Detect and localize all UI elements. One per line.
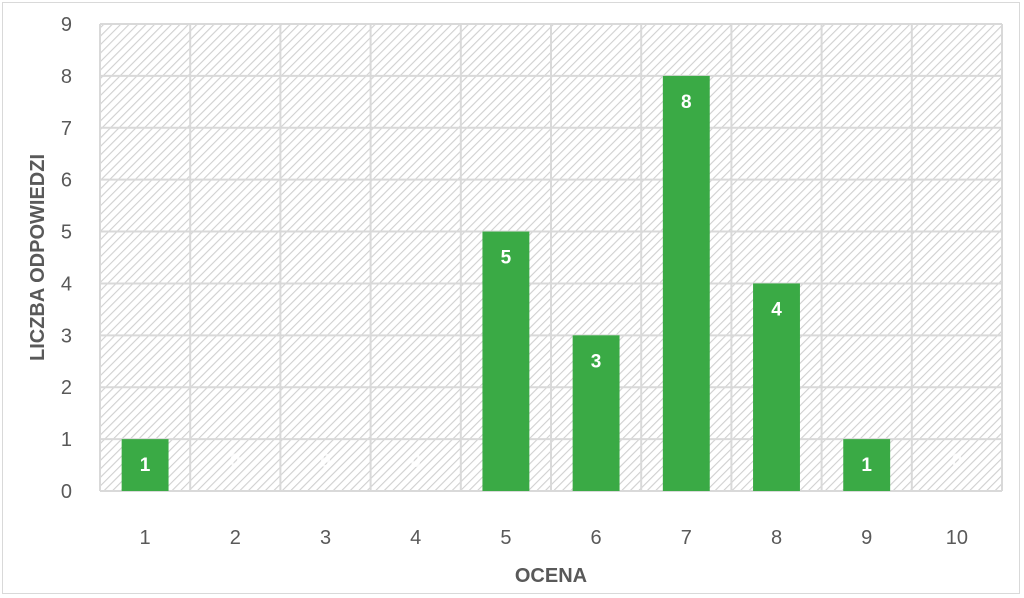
data-label-8: 4 xyxy=(771,299,782,320)
bar-8 xyxy=(753,283,800,491)
data-label-2: 0 xyxy=(230,451,241,472)
data-label-5: 5 xyxy=(501,248,512,269)
y-axis-title: LICZBA ODPOWIEDZI xyxy=(27,154,49,361)
data-label-7: 8 xyxy=(681,92,692,113)
bar-1 xyxy=(121,439,169,491)
y-tick-label: 8 xyxy=(61,66,72,88)
gridlines xyxy=(99,23,1003,492)
x-axis-title: OCENA xyxy=(515,565,587,587)
bar-6 xyxy=(572,335,620,491)
data-label-1: 1 xyxy=(140,455,151,476)
x-tick-label: 10 xyxy=(946,527,968,549)
y-tick-label: 0 xyxy=(61,481,72,503)
x-tick-label: 4 xyxy=(410,527,421,549)
y-tick-label: 3 xyxy=(61,325,72,347)
y-tick-label: 4 xyxy=(61,273,72,295)
x-tick-label: 3 xyxy=(320,527,331,549)
bar-5 xyxy=(482,231,530,492)
x-tick-label: 1 xyxy=(140,527,151,549)
bar-7 xyxy=(662,75,710,491)
x-tick-label: 8 xyxy=(771,527,782,549)
data-label-3: 0 xyxy=(320,451,331,472)
x-tick-label: 2 xyxy=(230,527,241,549)
y-tick-label: 1 xyxy=(61,429,72,451)
y-tick-label: 2 xyxy=(61,377,72,399)
x-tick-label: 5 xyxy=(500,527,511,549)
x-tick-label: 6 xyxy=(591,527,602,549)
y-tick-label: 5 xyxy=(61,222,72,244)
data-label-6: 3 xyxy=(591,351,602,372)
y-tick-label: 6 xyxy=(61,170,72,192)
x-tick-label: 9 xyxy=(861,527,872,549)
y-tick-label: 9 xyxy=(61,14,72,36)
bars: 1 0 0 0 5 3 8 4 1 0 xyxy=(121,75,963,492)
data-label-9: 1 xyxy=(861,455,872,476)
data-label-10: 0 xyxy=(952,451,963,472)
data-label-4: 0 xyxy=(410,451,421,472)
x-tick-label: 7 xyxy=(681,527,692,549)
x-axis-ticks: 1 2 3 4 5 6 7 8 9 10 xyxy=(140,527,968,549)
bar-9 xyxy=(843,439,891,491)
y-tick-label: 7 xyxy=(61,118,72,140)
y-axis-ticks: 0 1 2 3 4 5 6 7 8 9 xyxy=(61,14,72,503)
